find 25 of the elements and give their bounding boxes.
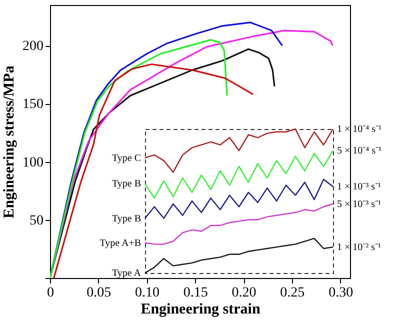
- series-label: 1 × 10⁻³ s⁻¹: [337, 182, 382, 193]
- annotation: Type B: [112, 213, 142, 224]
- y-tick-label: 150: [22, 97, 44, 112]
- annotation: Type A+B: [100, 238, 142, 249]
- x-tick-label: 0: [47, 286, 54, 300]
- y-tick-label: 50: [30, 213, 44, 228]
- x-tick-label: 0.30: [328, 286, 354, 300]
- annotation: Type A: [112, 268, 142, 279]
- series-label: 1 × 10⁻² s⁻¹: [337, 242, 382, 254]
- y-tick-label: 200: [22, 39, 44, 54]
- x-tick-label: 0.10: [135, 286, 160, 300]
- x-tick-label: 0.05: [86, 286, 112, 300]
- series-label: 1 × 10⁻⁴ s⁻¹: [337, 124, 382, 135]
- series-label: 5 × 10⁻³ s⁻¹: [337, 198, 382, 210]
- line-series: [53, 63, 254, 278]
- x-tick-label: 0.15: [183, 286, 208, 300]
- y-axis-title: Engineering stress/MPa: [2, 65, 18, 218]
- x-axis-title: Engineering strain: [140, 302, 261, 318]
- x-tick-label: 0.25: [280, 286, 305, 300]
- line-series: [50, 39, 228, 278]
- annotation: Type C: [112, 152, 142, 164]
- series-label: 5 × 10⁻⁴ s⁻¹: [337, 146, 382, 157]
- annotation: Type B: [112, 178, 142, 190]
- x-tick-label: 0.20: [232, 286, 256, 300]
- y-tick-label: 100: [22, 155, 44, 170]
